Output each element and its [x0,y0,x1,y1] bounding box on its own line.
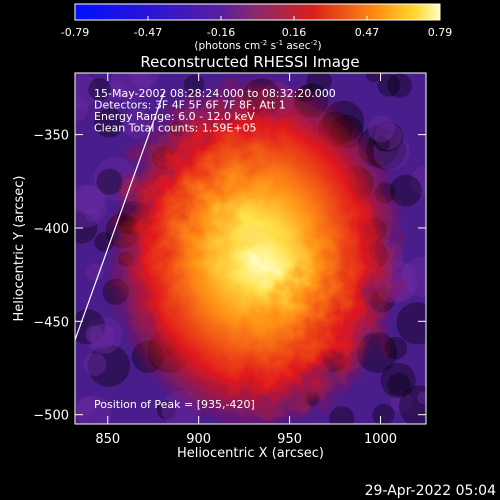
texture-patch [374,122,402,151]
texture-patch [396,302,426,345]
texture-patch [76,395,112,424]
colorbar-ticks: -0.79 -0.47 -0.16 0.16 0.47 0.79 [61,16,452,39]
x-tick-label: 850 [95,432,120,447]
plot-frame [74,72,427,425]
texture-patch [110,73,152,103]
texture-patch [89,324,115,350]
texture-patch [365,73,382,83]
texture-patch [380,362,416,399]
y-tick-label: −400 [33,222,69,237]
texture-patch [367,115,395,143]
texture-patch [96,168,123,195]
texture-patch [329,405,355,424]
texture-patch [401,257,426,297]
texture-patch [390,390,413,413]
x-tick-label: 950 [277,432,302,447]
colorbar-tick-label: 0.16 [282,26,307,39]
chart-title: Reconstructed RHESSI Image [140,53,359,71]
colorbar-tick-label: -0.47 [134,26,162,39]
texture-patch [372,121,404,152]
colorbar-tick-label: 0.47 [355,26,380,39]
texture-patch [410,166,426,196]
texture-patch [372,403,395,424]
x-axis-label: Heliocentric X (arcsec) [177,446,324,461]
solar-limb-line [75,91,165,341]
texture-patch [75,184,107,228]
texture-patch [377,73,401,97]
texture-patch [106,80,126,101]
y-tick-label: −350 [33,129,69,144]
annotation-line: Detectors: 3F 4F 5F 6F 7F 8F, Att 1 [94,99,286,112]
colorbar-units-label: (photons cm-2 s-1 asec-2) [194,39,321,52]
texture-patch [156,400,177,420]
x-axis-ticks: 850 900 950 1000 [95,73,397,447]
annotation-line: Energy Range: 6.0 - 12.0 keV [94,110,255,123]
y-tick-label: −450 [33,315,69,330]
heatmap-image [75,73,426,424]
colorbar-tick-label: -0.16 [207,26,235,39]
texture-patch [75,97,89,122]
texture-patch [75,211,98,244]
y-axis-label: Heliocentric Y (arcsec) [12,176,27,322]
y-tick-label: −500 [33,409,69,424]
emission-core [207,225,318,306]
colorbar-tick-label: 0.79 [428,26,453,39]
texture-patch [75,73,98,110]
colorbar-tick-label: -0.79 [61,26,89,39]
heatmap-plot: 850 900 950 1000 −350 −400 −450 −500 15-May-20… [33,72,427,447]
annotation-line: 15-May-2002 08:28:24.000 to 08:32:20.000 [94,87,336,100]
texture-patch [387,372,411,397]
x-tick-label: 1000 [364,432,397,447]
texture-patch [130,73,159,89]
annotations: 15-May-2002 08:28:24.000 to 08:32:20.000… [94,87,336,135]
x-tick-label: 900 [186,432,211,447]
texture-patch [87,344,131,387]
peak-position-label: Position of Peak = [935,-420] [94,398,255,411]
render-timestamp: 29-Apr-2022 05:04 [365,483,496,499]
texture-patch [384,336,408,360]
texture-patch [75,396,96,417]
annotation-line: Clean Total counts: 1.59E+05 [94,122,257,135]
texture-patch [83,352,107,376]
texture-patch [121,109,152,139]
texture-patch [387,73,412,98]
texture-patch [85,206,100,222]
colorbar: -0.79 -0.47 -0.16 0.16 0.47 0.79 (photons cm-… [61,3,452,52]
colorbar-gradient [74,3,441,21]
texture-patch [75,185,105,215]
texture-patch [85,325,104,344]
y-axis-ticks: −350 −400 −450 −500 [33,129,426,424]
texture-patch [375,136,391,152]
texture-patch [85,316,123,354]
texture-patch [417,391,426,405]
texture-patch [88,78,111,101]
texture-patch [94,108,124,138]
texture-patch [86,263,104,281]
